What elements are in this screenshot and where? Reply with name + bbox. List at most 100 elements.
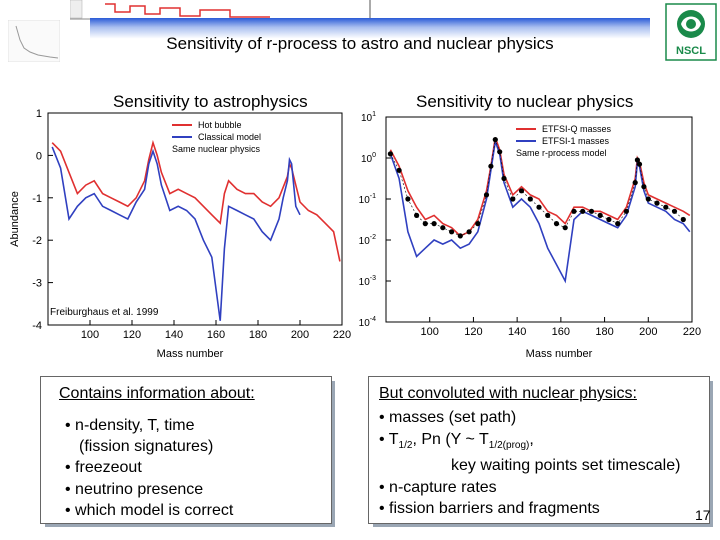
- thumbnail-plot-left: [8, 20, 60, 62]
- x-tick-label: 100: [81, 329, 99, 341]
- legend-label: ETFSI-Q masses: [542, 124, 612, 134]
- left-box-title: Contains information about:: [59, 385, 255, 402]
- observed-point: [597, 212, 603, 218]
- observed-point: [545, 212, 551, 218]
- x-axis-label: Mass number: [526, 348, 593, 360]
- observed-point: [562, 225, 568, 231]
- x-tick-label: 180: [249, 329, 267, 341]
- observed-point: [488, 163, 494, 169]
- x-tick-label: 120: [464, 326, 482, 338]
- right-box-item-4: • n-capture rates: [379, 479, 497, 496]
- observed-point: [606, 216, 612, 223]
- logo-text: NSCL: [676, 45, 706, 57]
- y-tick-label: 0: [36, 150, 42, 162]
- right-box-item-2: • T1/2, Pn (Y ~ T1/2(prog),: [379, 431, 534, 452]
- observed-point: [483, 192, 490, 198]
- observed-point: [492, 137, 498, 143]
- observed-point: [449, 229, 455, 235]
- observed-point: [663, 204, 669, 210]
- thumbnail-plot-top: [70, 0, 380, 20]
- observed-point: [641, 184, 647, 190]
- x-tick-label: 100: [421, 326, 439, 338]
- y-tick-label: 10-4: [359, 316, 376, 329]
- observed-point: [571, 208, 577, 214]
- observed-point: [475, 221, 481, 227]
- observed-point: [422, 221, 428, 227]
- slide-title: Sensitivity of r-process to astro and nu…: [166, 34, 554, 53]
- citation-text: Freiburghaus et al. 1999: [50, 307, 159, 318]
- legend-label: ETFSI-1 masses: [542, 136, 610, 146]
- y-axis-label: Abundance: [9, 191, 21, 247]
- plot-frame: [385, 116, 693, 323]
- observed-point: [553, 221, 560, 227]
- observed-point: [440, 225, 446, 231]
- right-box-item-3: key waiting points set timescale): [451, 457, 681, 474]
- y-tick-label: 101: [361, 111, 376, 124]
- observed-point: [387, 151, 393, 157]
- y-tick-label: -1: [32, 193, 42, 205]
- observed-point: [510, 196, 516, 202]
- x-tick-label: 180: [595, 326, 613, 338]
- left-abundance-chart: 100 120 140 160 180 200 220 1 0 -1 -2 -3 -4 Mass numb…: [9, 108, 351, 360]
- x-tick-label: 220: [683, 326, 701, 338]
- series-line-classical-model: [51, 146, 301, 321]
- y-tick-label: -3: [32, 278, 42, 290]
- observed-point: [632, 180, 638, 186]
- y-tick-label: 10-2: [359, 234, 376, 247]
- observed-point: [536, 204, 542, 210]
- x-tick-label: 200: [639, 326, 657, 338]
- observed-point: [431, 221, 437, 227]
- left-box-item-1: • n-density, T, time: [65, 417, 195, 434]
- observed-point: [671, 208, 678, 214]
- observed-point: [680, 216, 686, 223]
- observed-point: [615, 221, 621, 227]
- observed-point: [518, 188, 525, 194]
- left-box-item-2: (fission signatures): [79, 438, 214, 455]
- left-box-item-5: • which model is correct: [65, 502, 234, 519]
- y-tick-label: -4: [32, 320, 42, 332]
- legend-label: Hot bubble: [198, 120, 242, 130]
- right-abundance-chart: 100 120 140 160 180 200 220 101 100 10-1 10-2 10-3 1…: [359, 111, 702, 360]
- right-info-box: But convoluted with nuclear physics: • m…: [368, 376, 711, 524]
- observed-point: [396, 167, 402, 173]
- observed-point: [527, 196, 533, 202]
- observed-point: [405, 196, 411, 202]
- y-tick-label: 10-1: [359, 193, 376, 206]
- legend-label: Classical model: [198, 132, 261, 142]
- x-tick-label: 120: [123, 329, 141, 341]
- observed-point: [645, 196, 651, 202]
- y-tick-label: 10-3: [359, 275, 376, 288]
- x-tick-label: 140: [165, 329, 183, 341]
- legend-note: Same r-process model: [516, 148, 607, 158]
- right-panel-heading: Sensitivity to nuclear physics: [416, 92, 634, 111]
- left-panel-heading: Sensitivity to astrophysics: [113, 92, 308, 111]
- x-tick-label: 200: [291, 329, 309, 341]
- observed-point: [497, 149, 503, 155]
- y-tick-label: -2: [32, 235, 42, 247]
- observed-point: [588, 208, 595, 214]
- y-tick-label: 100: [361, 152, 376, 165]
- x-tick-label: 140: [508, 326, 526, 338]
- left-box-item-3: • freezeout: [65, 459, 142, 476]
- observed-point: [414, 212, 420, 218]
- x-tick-label: 160: [552, 326, 570, 338]
- observed-point: [466, 229, 472, 235]
- observed-point: [623, 208, 629, 214]
- observed-point: [636, 161, 643, 167]
- nscl-logo: NSCL: [664, 2, 718, 62]
- title-banner: [90, 18, 650, 64]
- left-box-item-4: • neutrino presence: [65, 481, 204, 498]
- left-info-box: Contains information about: • n-density,…: [40, 376, 332, 524]
- observed-point: [654, 200, 660, 206]
- legend-note: Same nuclear physics: [172, 144, 261, 154]
- y-tick-label: 1: [36, 108, 42, 120]
- right-box-title: But convoluted with nuclear physics:: [379, 385, 637, 402]
- observed-point: [580, 208, 586, 214]
- series-line-etfsi-q-masses: [389, 137, 691, 237]
- observed-point: [634, 157, 640, 163]
- x-tick-label: 160: [207, 329, 225, 341]
- series-line-etfsi-1-masses: [389, 141, 691, 284]
- observed-point: [501, 175, 507, 182]
- right-box-item-1: • masses (set path): [379, 409, 517, 426]
- right-box-item-5: • fission barriers and fragments: [379, 500, 600, 517]
